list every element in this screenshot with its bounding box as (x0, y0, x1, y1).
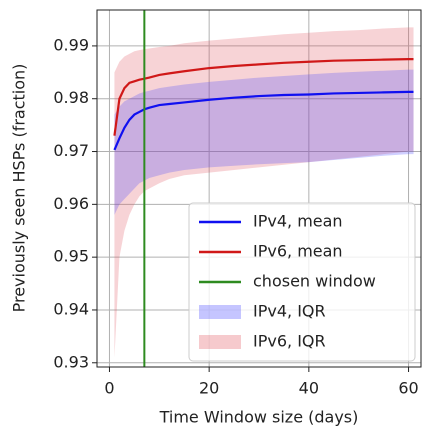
y-tick-label: 0.93 (53, 352, 89, 371)
x-tick-label: 0 (104, 379, 114, 398)
legend-label: chosen window (253, 272, 376, 291)
legend-label: IPv4, mean (253, 212, 343, 231)
iqr-band (114, 69, 414, 215)
legend-box (188, 202, 416, 362)
y-tick-label: 0.98 (53, 88, 89, 107)
legend-label: IPv4, IQR (253, 302, 326, 321)
y-tick-label: 0.94 (53, 299, 89, 318)
legend-swatch (199, 305, 241, 319)
x-tick-label: 60 (398, 379, 418, 398)
legend-label: IPv6, mean (253, 242, 343, 261)
y-tick-label: 0.97 (53, 141, 89, 160)
x-tick-label: 20 (199, 379, 219, 398)
iqr-band (114, 27, 414, 358)
plot-area (113, 10, 414, 367)
legend-swatch (199, 335, 241, 349)
mean-line (113, 58, 414, 136)
x-tick-label: 40 (299, 379, 319, 398)
y-axis-label: Previously seen HSPs (fraction) (10, 64, 29, 313)
y-tick-label: 0.99 (53, 35, 89, 54)
plot-frame (96, 9, 422, 368)
y-tick-label: 0.96 (53, 194, 89, 213)
legend-label: IPv6, IQR (253, 332, 326, 351)
mean-line (113, 90, 414, 151)
y-tick-label: 0.95 (53, 247, 89, 266)
x-axis-label: Time Window size (days) (159, 408, 359, 427)
